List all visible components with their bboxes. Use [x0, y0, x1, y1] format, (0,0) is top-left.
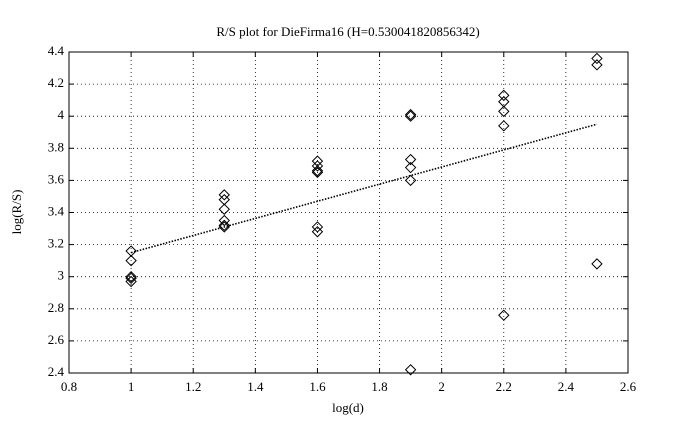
y-tick-label: 3.2 [48, 236, 64, 251]
x-tick-label: 2.2 [496, 379, 512, 394]
fit-line [130, 123, 598, 254]
y-tick-label: 3.8 [48, 139, 64, 154]
marker [404, 110, 417, 122]
y-tick-label: 2.6 [48, 332, 65, 347]
y-tick-label: 4.4 [48, 43, 65, 58]
marker [404, 174, 417, 187]
x-tick-label: 2 [438, 379, 445, 394]
y-tick-label: 3.6 [48, 171, 65, 186]
y-tick-label: 3.4 [48, 203, 65, 218]
marker [125, 254, 137, 267]
marker [311, 160, 324, 172]
y-tick-label: 4.2 [48, 75, 64, 90]
x-tick-label: 2.6 [620, 379, 637, 394]
marker [591, 258, 603, 270]
x-tick-label: 0.8 [61, 379, 77, 394]
marker [404, 153, 417, 166]
chart-title: R/S plot for DieFirma16 (H=0.53004182085… [216, 24, 479, 39]
x-tick-label: 1 [128, 379, 135, 394]
y-tick-label: 3 [58, 268, 65, 283]
x-tick-label: 1.2 [185, 379, 201, 394]
y-tick-label: 2.4 [48, 364, 65, 379]
marker [404, 161, 417, 174]
marker [125, 270, 137, 283]
marker [125, 275, 137, 288]
marker [218, 203, 230, 215]
marker [404, 364, 417, 376]
marker [218, 219, 230, 232]
marker [591, 52, 603, 65]
marker [498, 309, 510, 321]
marker [498, 89, 510, 102]
marker [498, 105, 510, 118]
y-axis-label: log(R/S) [9, 190, 24, 235]
marker [498, 120, 510, 132]
x-tick-label: 2.4 [558, 379, 575, 394]
marker [125, 272, 137, 285]
marker [218, 221, 230, 233]
x-tick-label: 1.6 [309, 379, 326, 394]
marker [404, 108, 417, 121]
y-tick-label: 4 [58, 107, 65, 122]
marker [311, 165, 324, 177]
x-tick-label: 1.8 [371, 379, 387, 394]
marker [591, 59, 603, 71]
plot-frame [68, 51, 629, 374]
marker [311, 221, 324, 233]
marker [311, 226, 324, 238]
marker [311, 166, 324, 179]
x-axis-label: log(d) [332, 400, 364, 415]
y-tick-label: 2.8 [48, 300, 64, 315]
marker [218, 214, 230, 227]
x-tick-label: 1.4 [247, 379, 264, 394]
marker [218, 189, 230, 201]
